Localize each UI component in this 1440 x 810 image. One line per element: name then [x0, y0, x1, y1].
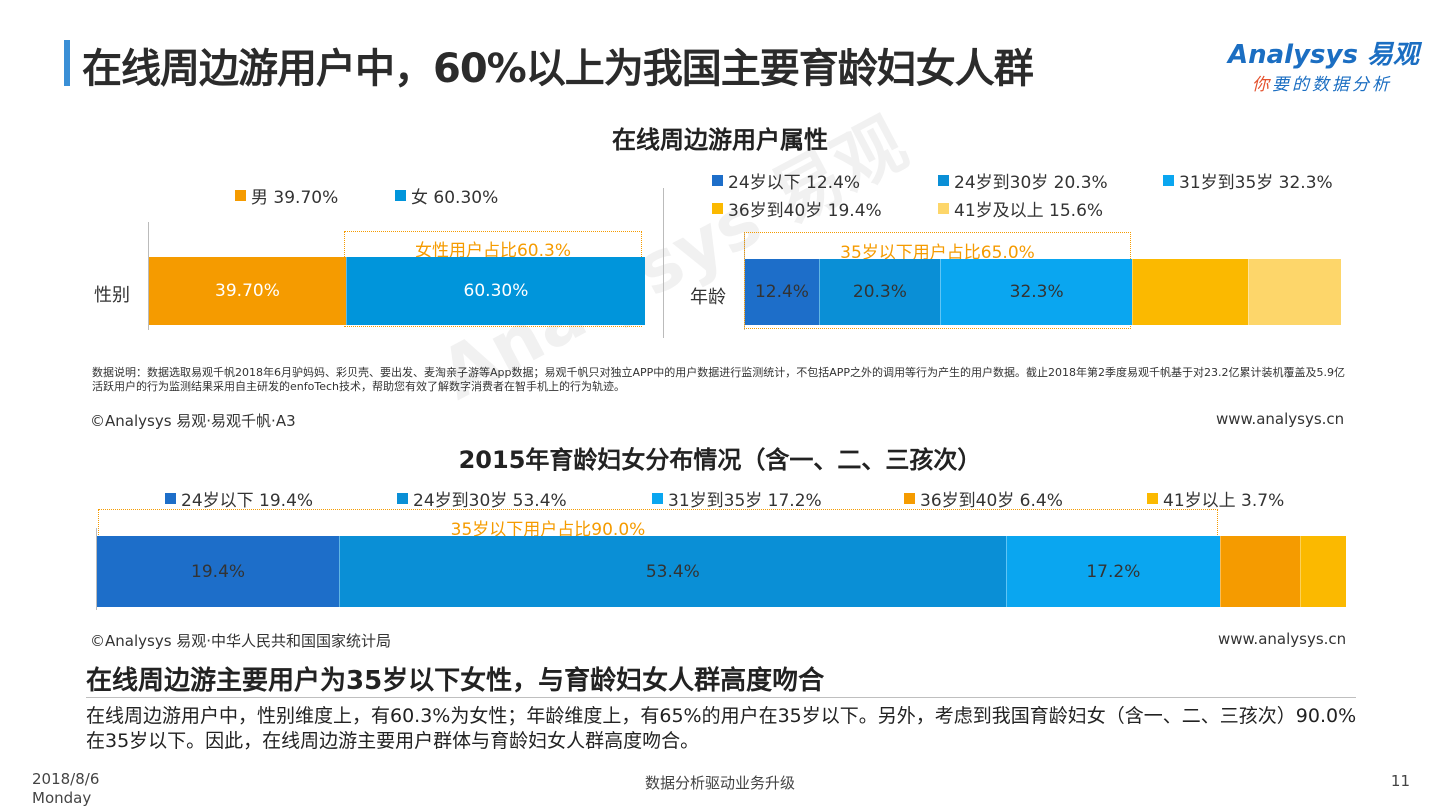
legend-label: 24岁以下 12.4% — [728, 173, 861, 193]
bar-data-label: 20.3% — [852, 282, 907, 302]
legend-item-24-30: 24岁到30岁 20.3% — [938, 168, 1108, 193]
bar-segment-2: 32.3% — [939, 259, 1133, 325]
bar-segment-3 — [1220, 536, 1301, 607]
legend-label: 女 60.30% — [411, 188, 499, 208]
legend-swatch — [938, 203, 949, 214]
age-bar: 12.4% 20.3% 32.3% — [745, 259, 1341, 325]
legend-label: 36岁到40岁 6.4% — [920, 491, 1063, 511]
bar-data-label: 53.4% — [645, 561, 700, 582]
chart-divider — [663, 188, 664, 338]
page-title: 在线周边游用户中，60%以上为我国主要育龄妇女人群 — [82, 46, 1034, 92]
chart-title-women-2015: 2015年育龄妇女分布情况（含一、二、三孩次） — [458, 446, 982, 474]
legend-item-31-35: 31岁到35岁 32.3% — [1163, 168, 1333, 193]
legend-label: 24岁到30岁 53.4% — [413, 491, 567, 511]
legend-item-under-24: 24岁以下 19.4% — [165, 486, 313, 511]
legend-label: 41岁以上 3.7% — [1163, 491, 1285, 511]
legend-label: 41岁及以上 15.6% — [954, 201, 1104, 221]
bar-segment-1: 20.3% — [818, 259, 940, 325]
legend-label: 31岁到35岁 17.2% — [668, 491, 822, 511]
bar-data-label: 39.70% — [215, 281, 280, 301]
analysys-logo: Analysys 易观 — [1228, 40, 1419, 70]
legend-item-24-30: 24岁到30岁 53.4% — [397, 486, 567, 511]
legend-swatch — [395, 190, 406, 201]
bar-segment-1: 60.30% — [345, 257, 645, 325]
bar-data-label: 12.4% — [754, 282, 809, 302]
logo-tagline-first: 你 — [1252, 75, 1272, 95]
category-label-gender: 性别 — [94, 285, 130, 306]
summary-divider — [86, 697, 1356, 698]
summary-body: 在线周边游用户中，性别维度上，有60.3%为女性；年龄维度上，有65%的用户在3… — [86, 705, 1357, 752]
legend-swatch — [397, 493, 408, 504]
footer-date-value: 2018/8/6 — [32, 770, 100, 788]
category-label-age: 年龄 — [690, 287, 726, 308]
women-axis-line — [96, 528, 97, 610]
data-note: 数据说明：数据选取易观千帆2018年6月驴妈妈、彩贝壳、要出发、麦淘亲子游等Ap… — [92, 366, 1346, 393]
legend-item-36-40: 36岁到40岁 6.4% — [904, 486, 1063, 511]
bar-segment-2: 17.2% — [1005, 536, 1221, 607]
bar-data-label: 60.30% — [463, 281, 529, 301]
legend-swatch — [652, 493, 663, 504]
legend-item-under-24: 24岁以下 12.4% — [712, 168, 860, 193]
age-callout-text: 35岁以下用户占比65.0% — [840, 243, 1035, 263]
bar-data-label: 32.3% — [1009, 282, 1064, 302]
women-bar: 19.4% 53.4% 17.2% — [97, 536, 1347, 607]
legend-item-31-35: 31岁到35岁 17.2% — [652, 486, 822, 511]
bar-segment-0: 12.4% — [745, 259, 819, 325]
legend-swatch — [1163, 175, 1174, 186]
url-top: www.analysys.cn — [1216, 410, 1345, 428]
chart-title-user-attributes: 在线周边游用户属性 — [612, 126, 828, 154]
gender-callout-text: 女性用户占比60.3% — [414, 241, 571, 261]
logo-tagline: 你要的数据分析 — [1252, 70, 1392, 95]
women-callout-text: 35岁以下用户占比90.0% — [450, 520, 646, 540]
logo-tagline-rest: 要的数据分析 — [1272, 75, 1392, 95]
bar-segment-3 — [1132, 259, 1248, 325]
source-top: ©Analysys 易观·易观千帆·A3 — [90, 412, 296, 430]
footer-tagline: 数据分析驱动业务升级 — [644, 774, 795, 792]
bar-segment-4 — [1248, 259, 1341, 325]
bar-segment-4 — [1300, 536, 1347, 607]
source-bottom: ©Analysys 易观·中华人民共和国国家统计局 — [90, 632, 392, 650]
bar-data-label: 17.2% — [1086, 561, 1141, 582]
legend-swatch — [938, 175, 949, 186]
page-number: 11 — [1390, 772, 1410, 790]
bar-segment-1: 53.4% — [339, 536, 1006, 607]
legend-item-41-plus: 41岁以上 3.7% — [1147, 486, 1284, 511]
legend-swatch — [712, 203, 723, 214]
bar-segment-0: 39.70% — [149, 257, 346, 325]
footer-weekday: Monday — [32, 789, 92, 807]
legend-item-male: 男 39.70% — [235, 183, 338, 208]
legend-swatch — [235, 190, 246, 201]
bar-segment-0: 19.4% — [97, 536, 340, 607]
gender-bar: 39.70% 60.30% — [149, 257, 645, 325]
bar-data-label: 19.4% — [191, 561, 246, 582]
legend-swatch — [165, 493, 176, 504]
legend-label: 男 39.70% — [251, 188, 339, 208]
legend-swatch — [904, 493, 915, 504]
legend-label: 24岁到30岁 20.3% — [954, 173, 1108, 193]
summary-title: 在线周边游主要用户为35岁以下女性，与育龄妇女人群高度吻合 — [86, 666, 825, 696]
url-bottom: www.analysys.cn — [1218, 630, 1347, 648]
legend-label: 36岁到40岁 19.4% — [728, 201, 882, 221]
legend-label: 31岁到35岁 32.3% — [1179, 173, 1333, 193]
legend-swatch — [1147, 493, 1158, 504]
title-accent-bar — [64, 40, 70, 86]
footer-date: 2018/8/6 Monday — [32, 770, 99, 808]
legend-label: 24岁以下 19.4% — [181, 491, 314, 511]
legend-item-36-40: 36岁到40岁 19.4% — [712, 196, 882, 221]
legend-swatch — [712, 175, 723, 186]
gender-axis-line — [148, 222, 149, 330]
legend-item-41-plus: 41岁及以上 15.6% — [938, 196, 1103, 221]
legend-item-female: 女 60.30% — [395, 183, 498, 208]
